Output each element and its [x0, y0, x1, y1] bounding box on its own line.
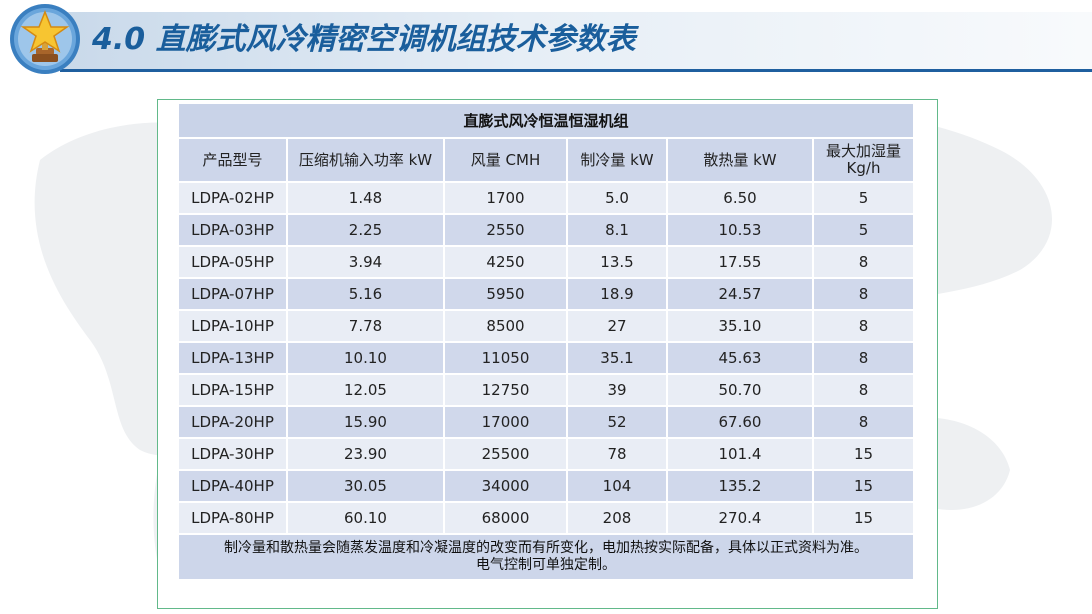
value-cell: 3.94: [286, 245, 445, 279]
page-title: 4.0 直膨式风冷精密空调机组技术参数表: [92, 22, 636, 57]
value-cell: 67.60: [666, 405, 814, 439]
value-cell: 15: [811, 501, 916, 535]
note-line-2: 电气控制可单独定制。: [476, 557, 616, 573]
value-cell: 8.1: [566, 213, 668, 247]
model-cell: LDPA-05HP: [177, 245, 288, 279]
value-cell: 52: [566, 405, 668, 439]
value-cell: 78: [566, 437, 668, 471]
value-cell: 35.1: [566, 341, 668, 375]
value-cell: 8: [811, 373, 916, 407]
value-cell: 50.70: [666, 373, 814, 407]
table-row: LDPA-10HP 7.78 8500 27 35.10 8: [177, 309, 916, 343]
value-cell: 13.5: [566, 245, 668, 279]
star-trophy-icon: [10, 4, 80, 74]
table-header-row: 产品型号 压缩机输入功率 kW 风量 CMH 制冷量 kW 散热量 kW 最大加湿量 Kg/…: [177, 137, 916, 183]
note-line-1: 制冷量和散热量会随蒸发温度和冷凝温度的改变而有所变化，电加热按实际配备，具体以正…: [224, 540, 868, 556]
value-cell: 17.55: [666, 245, 814, 279]
value-cell: 24.57: [666, 277, 814, 311]
value-cell: 35.10: [666, 309, 814, 343]
value-cell: 15: [811, 437, 916, 471]
value-cell: 1700: [443, 181, 568, 215]
column-header: 产品型号: [177, 137, 288, 183]
table-caption-row: 直膨式风冷恒温恒湿机组: [176, 102, 916, 139]
value-cell: 11050: [443, 341, 568, 375]
value-cell: 104: [566, 469, 668, 503]
value-cell: 5: [811, 213, 916, 247]
value-cell: 270.4: [666, 501, 814, 535]
header-rule: [60, 69, 1092, 72]
value-cell: 135.2: [666, 469, 814, 503]
value-cell: 101.4: [666, 437, 814, 471]
table-row: LDPA-02HP 1.48 1700 5.0 6.50 5: [177, 181, 916, 215]
table-note: 制冷量和散热量会随蒸发温度和冷凝温度的改变而有所变化，电加热按实际配备，具体以正…: [176, 533, 916, 581]
value-cell: 5: [811, 181, 916, 215]
model-cell: LDPA-30HP: [177, 437, 288, 471]
column-header: 散热量 kW: [666, 137, 814, 183]
header-gradient: [60, 12, 1092, 70]
value-cell: 4250: [443, 245, 568, 279]
value-cell: 18.9: [566, 277, 668, 311]
value-cell: 8: [811, 341, 916, 375]
value-cell: 15: [811, 469, 916, 503]
header-bar: 4.0 直膨式风冷精密空调机组技术参数表: [0, 0, 1092, 80]
value-cell: 25500: [443, 437, 568, 471]
model-cell: LDPA-15HP: [177, 373, 288, 407]
value-cell: 68000: [443, 501, 568, 535]
value-cell: 27: [566, 309, 668, 343]
value-cell: 208: [566, 501, 668, 535]
value-cell: 12750: [443, 373, 568, 407]
value-cell: 8: [811, 277, 916, 311]
table-row: LDPA-30HP 23.90 25500 78 101.4 15: [177, 437, 916, 471]
model-cell: LDPA-13HP: [177, 341, 288, 375]
value-cell: 39: [566, 373, 668, 407]
column-header: 最大加湿量 Kg/h: [811, 137, 916, 183]
model-cell: LDPA-02HP: [177, 181, 288, 215]
model-cell: LDPA-10HP: [177, 309, 288, 343]
column-header: 压缩机输入功率 kW: [286, 137, 445, 183]
table-row: LDPA-15HP 12.05 12750 39 50.70 8: [177, 373, 916, 407]
value-cell: 34000: [443, 469, 568, 503]
value-cell: 5950: [443, 277, 568, 311]
value-cell: 8500: [443, 309, 568, 343]
table-row: LDPA-05HP 3.94 4250 13.5 17.55 8: [177, 245, 916, 279]
table-row: LDPA-80HP 60.10 68000 208 270.4 15: [177, 501, 916, 535]
table-row: LDPA-40HP 30.05 34000 104 135.2 15: [177, 469, 916, 503]
value-cell: 2.25: [286, 213, 445, 247]
column-header: 制冷量 kW: [566, 137, 668, 183]
spec-table: 直膨式风冷恒温恒湿机组 产品型号 压缩机输入功率 kW 风量 CMH 制冷量 kW 散热…: [176, 102, 916, 581]
value-cell: 30.05: [286, 469, 445, 503]
value-cell: 10.10: [286, 341, 445, 375]
value-cell: 2550: [443, 213, 568, 247]
table-caption: 直膨式风冷恒温恒湿机组: [176, 102, 916, 139]
table-row: LDPA-13HP 10.10 11050 35.1 45.63 8: [177, 341, 916, 375]
table-row: LDPA-03HP 2.25 2550 8.1 10.53 5: [177, 213, 916, 247]
value-cell: 8: [811, 405, 916, 439]
value-cell: 10.53: [666, 213, 814, 247]
model-cell: LDPA-07HP: [177, 277, 288, 311]
table-row: LDPA-07HP 5.16 5950 18.9 24.57 8: [177, 277, 916, 311]
value-cell: 15.90: [286, 405, 445, 439]
value-cell: 17000: [443, 405, 568, 439]
model-cell: LDPA-80HP: [177, 501, 288, 535]
table-note-row: 制冷量和散热量会随蒸发温度和冷凝温度的改变而有所变化，电加热按实际配备，具体以正…: [176, 533, 916, 581]
value-cell: 45.63: [666, 341, 814, 375]
value-cell: 60.10: [286, 501, 445, 535]
value-cell: 1.48: [286, 181, 445, 215]
model-cell: LDPA-03HP: [177, 213, 288, 247]
model-cell: LDPA-20HP: [177, 405, 288, 439]
column-header: 风量 CMH: [443, 137, 568, 183]
value-cell: 5.0: [566, 181, 668, 215]
value-cell: 8: [811, 245, 916, 279]
table-row: LDPA-20HP 15.90 17000 52 67.60 8: [177, 405, 916, 439]
value-cell: 8: [811, 309, 916, 343]
value-cell: 7.78: [286, 309, 445, 343]
value-cell: 6.50: [666, 181, 814, 215]
model-cell: LDPA-40HP: [177, 469, 288, 503]
value-cell: 5.16: [286, 277, 445, 311]
value-cell: 12.05: [286, 373, 445, 407]
value-cell: 23.90: [286, 437, 445, 471]
